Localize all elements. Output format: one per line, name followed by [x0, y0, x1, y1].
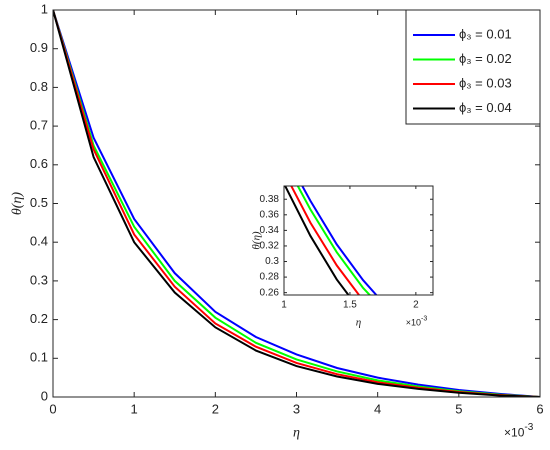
y-tick-label: 0.2 — [30, 311, 48, 326]
legend-label: ϕ₃ = 0.02 — [459, 51, 512, 66]
y-axis-label: θ(η) — [251, 231, 263, 250]
axes-box — [52, 9, 541, 398]
series-line — [290, 186, 361, 295]
y-tick-label: 0.28 — [260, 272, 280, 283]
x-tick-label: 2 — [413, 300, 419, 311]
x-tick-label: 0 — [49, 401, 56, 416]
y-tick-label: 0.3 — [30, 272, 48, 287]
x-multiplier: ×10 — [504, 426, 525, 440]
x-tick-label: 2 — [212, 401, 219, 416]
y-tick-label: 0.7 — [30, 118, 48, 133]
y-tick-label: 0.1 — [30, 350, 48, 365]
y-tick-label: 0.34 — [260, 225, 280, 236]
y-tick-label: 0.5 — [30, 195, 48, 210]
x-tick-label: 3 — [293, 401, 300, 416]
y-tick-label: 0.36 — [260, 209, 280, 220]
plot-lines — [284, 186, 378, 295]
y-tick-label: 0.4 — [30, 234, 48, 249]
x-multiplier: ×10 — [406, 317, 421, 327]
legend-label: ϕ₃ = 0.01 — [459, 26, 512, 41]
plot-lines — [53, 10, 540, 397]
y-tick-label: 0.6 — [30, 156, 48, 171]
legend-box — [405, 9, 541, 125]
x-multiplier-exponent: -3 — [421, 315, 427, 322]
x-axis-label: η — [356, 317, 361, 329]
x-tick-label: 5 — [455, 401, 462, 416]
series-line — [53, 10, 540, 397]
axes-box — [283, 185, 434, 296]
x-multiplier-exponent: -3 — [524, 422, 533, 433]
y-tick-label: 0.26 — [260, 287, 280, 298]
y-axis-label: θ(η) — [10, 192, 25, 215]
x-tick-label: 1 — [281, 300, 287, 311]
series-line — [296, 186, 372, 295]
y-tick-label: 0 — [41, 388, 48, 403]
series-line — [284, 186, 350, 295]
series-line — [301, 186, 378, 295]
series-line — [53, 10, 540, 397]
x-axis-label: η — [293, 426, 300, 441]
y-tick-label: 0.3 — [265, 256, 279, 267]
legend-label: ϕ₃ = 0.04 — [459, 100, 512, 115]
y-tick-label: 0.9 — [30, 40, 48, 55]
y-tick-label: 1 — [41, 1, 48, 16]
x-tick-label: 4 — [374, 401, 381, 416]
legend-label: ϕ₃ = 0.03 — [459, 75, 512, 90]
x-tick-label: 1.5 — [343, 300, 357, 311]
y-tick-label: 0.32 — [260, 241, 280, 252]
x-tick-label: 6 — [536, 401, 543, 416]
plot-area — [284, 186, 433, 295]
y-tick-label: 0.8 — [30, 79, 48, 94]
x-tick-label: 1 — [131, 401, 138, 416]
y-tick-label: 0.38 — [260, 194, 280, 205]
